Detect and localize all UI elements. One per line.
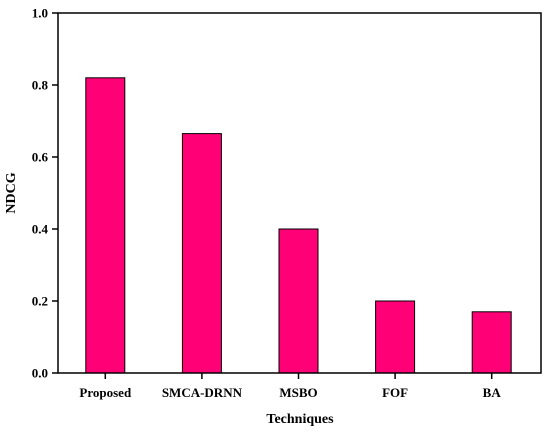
x-tick-label: Proposed [79,385,132,400]
x-tick-label: BA [483,385,502,400]
x-tick-label: SMCA-DRNN [162,385,243,400]
bar-fof [375,300,416,374]
x-axis-title: Techniques [266,412,334,427]
plot-frame [57,12,542,374]
y-tick-label: 0.6 [32,150,49,165]
bar-proposed [85,77,126,374]
bar-ba [471,311,512,374]
y-axis: 0.0 0.2 0.4 0.6 0.8 1.0 [32,6,58,381]
y-tick-label: 0.4 [32,222,49,237]
y-tick-label: 1.0 [32,6,48,21]
bars-group [85,77,512,374]
x-axis: Proposed SMCA-DRNN MSBO FOF BA [79,373,501,400]
x-tick-label: MSBO [279,385,317,400]
y-axis-title: NDCG [4,172,19,213]
bar-smca-drnn [181,133,222,374]
bar-msbo [278,228,319,374]
x-tick-label: FOF [382,385,408,400]
y-tick-label: 0.2 [32,294,48,309]
y-tick-label: 0.8 [32,78,49,93]
y-tick-label: 0.0 [32,366,48,381]
